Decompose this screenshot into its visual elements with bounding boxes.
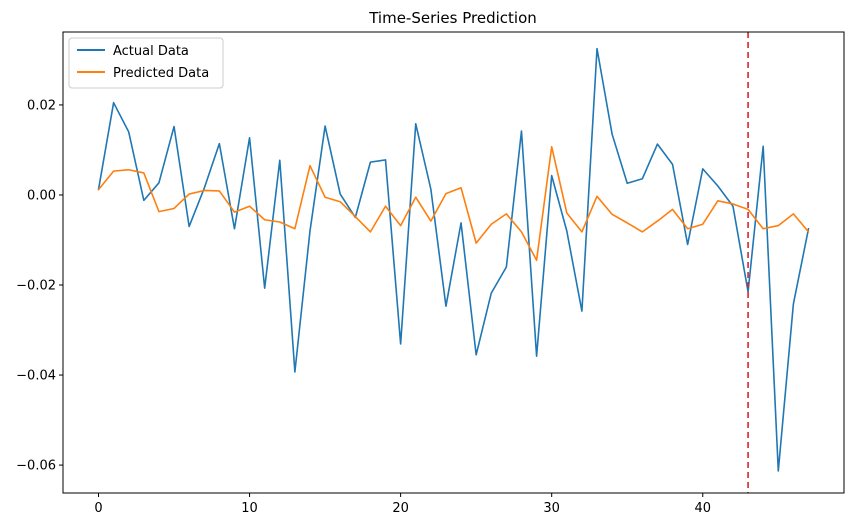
y-tick-label: 0.02	[27, 98, 56, 113]
legend-label-predicted: Predicted Data	[113, 66, 209, 81]
y-tick-label: −0.04	[16, 369, 56, 384]
legend: Actual Data Predicted Data	[68, 37, 224, 89]
x-tick-label: 10	[241, 501, 258, 516]
y-tick-label: −0.06	[16, 459, 56, 474]
legend-box	[68, 37, 224, 89]
legend-label-actual: Actual Data	[113, 44, 189, 59]
series-line-actual	[97, 47, 810, 472]
y-tick-label: −0.02	[16, 279, 56, 294]
plot-frame	[62, 31, 845, 494]
series-line-predicted	[97, 146, 810, 262]
x-tick-label: 40	[694, 501, 711, 516]
x-tick-label: 30	[543, 501, 560, 516]
x-tick-label: 0	[94, 501, 102, 516]
chart-title: Time-Series Prediction	[368, 9, 537, 27]
x-tick-label: 20	[392, 501, 409, 516]
y-tick-label: 0.00	[27, 188, 56, 203]
